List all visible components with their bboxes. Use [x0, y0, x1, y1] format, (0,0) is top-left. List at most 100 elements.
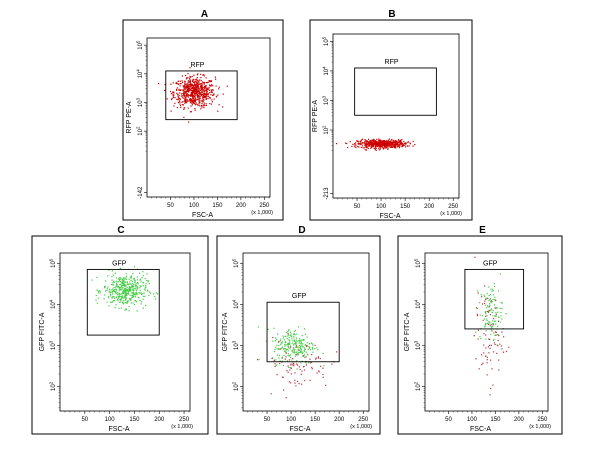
data-point	[202, 90, 204, 92]
data-point	[187, 94, 189, 96]
data-point	[368, 138, 370, 140]
data-point	[203, 102, 205, 104]
data-point	[188, 85, 190, 87]
data-point	[366, 141, 368, 143]
data-point	[211, 89, 213, 91]
data-point	[358, 146, 360, 148]
data-point	[200, 89, 202, 91]
data-point	[153, 293, 155, 295]
data-point	[192, 94, 194, 96]
data-point	[368, 141, 370, 143]
data-point	[398, 140, 400, 142]
data-point	[481, 364, 483, 366]
data-point	[206, 82, 208, 84]
data-point	[302, 355, 305, 357]
data-point	[207, 81, 209, 83]
data-point	[172, 95, 174, 97]
gate-label: GFP	[483, 260, 498, 267]
data-point	[294, 350, 296, 352]
data-point	[179, 97, 181, 99]
data-point	[287, 331, 289, 333]
data-point	[498, 335, 500, 337]
data-point	[276, 338, 278, 340]
data-point	[196, 93, 198, 96]
data-point	[141, 277, 143, 279]
data-point	[113, 289, 115, 291]
data-point	[155, 292, 157, 294]
data-point	[284, 344, 286, 346]
data-point	[125, 302, 128, 304]
data-point	[379, 142, 381, 144]
data-point	[187, 107, 189, 109]
data-point	[158, 83, 160, 85]
data-point	[481, 303, 484, 305]
data-point	[355, 142, 357, 144]
data-point	[485, 323, 487, 325]
data-point	[210, 90, 212, 92]
data-point	[486, 359, 488, 361]
data-point	[288, 342, 290, 344]
data-point	[105, 280, 107, 282]
data-point	[508, 346, 510, 348]
data-point	[112, 293, 114, 295]
data-point	[489, 304, 491, 306]
data-point	[150, 292, 152, 294]
data-point	[207, 88, 209, 90]
data-point	[196, 77, 198, 79]
data-point	[369, 140, 371, 142]
data-point	[359, 143, 361, 145]
data-point	[191, 85, 193, 87]
data-point	[293, 363, 295, 365]
data-point	[194, 108, 196, 110]
data-point	[131, 282, 133, 285]
x-tick-label: 150	[212, 203, 223, 209]
data-point	[222, 106, 224, 108]
data-point	[113, 290, 115, 293]
data-point	[300, 339, 302, 341]
data-point	[301, 339, 303, 341]
data-point	[186, 100, 188, 103]
data-point	[181, 104, 183, 106]
data-point	[189, 100, 191, 102]
data-point	[187, 77, 189, 79]
data-point	[303, 365, 305, 367]
data-point	[283, 389, 285, 391]
data-point	[130, 287, 132, 289]
data-point	[486, 356, 488, 358]
data-point	[284, 342, 286, 344]
data-point	[192, 102, 194, 104]
data-point	[281, 341, 283, 343]
data-point	[189, 94, 191, 96]
data-point	[192, 96, 194, 98]
data-point	[212, 94, 214, 96]
data-point	[301, 370, 303, 372]
data-point	[186, 90, 188, 93]
gate-box	[86, 268, 160, 336]
data-point	[205, 88, 207, 90]
data-point	[187, 87, 189, 89]
data-point	[192, 100, 194, 102]
data-point	[124, 294, 126, 296]
data-point	[289, 339, 291, 342]
x-tick-label: 100	[105, 417, 116, 423]
y-tick-label: 102	[232, 381, 241, 391]
data-point	[364, 140, 366, 142]
data-point	[300, 342, 302, 344]
plot-area	[59, 252, 191, 412]
y-tick-label: 104	[136, 69, 145, 79]
data-point	[285, 350, 287, 352]
data-point	[132, 302, 134, 304]
data-point	[147, 289, 149, 291]
data-point	[122, 281, 124, 283]
data-point	[497, 290, 499, 292]
data-point	[201, 99, 203, 101]
data-point	[195, 81, 197, 83]
data-point	[192, 80, 194, 82]
data-point	[371, 144, 373, 146]
data-point	[297, 352, 299, 354]
data-point	[376, 144, 378, 146]
data-point	[184, 99, 186, 101]
data-point	[199, 100, 201, 102]
data-point	[485, 334, 487, 336]
